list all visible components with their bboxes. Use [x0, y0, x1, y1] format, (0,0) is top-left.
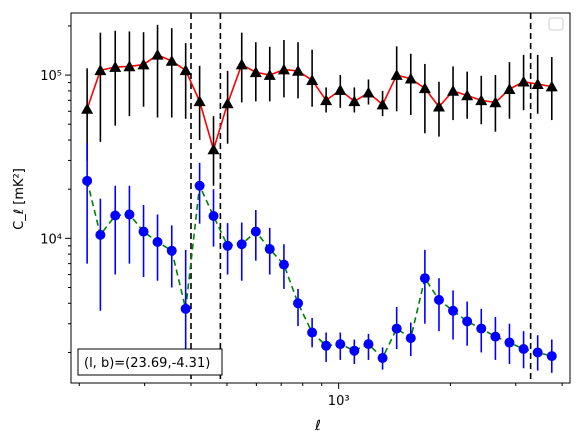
series-2-point: [138, 226, 149, 237]
series-2-point: [363, 339, 374, 350]
series-1-line: [86, 53, 552, 153]
series-1-point: [362, 86, 375, 98]
series-1-point: [320, 94, 333, 106]
series-1-point: [432, 100, 445, 112]
series-1-point: [165, 54, 178, 66]
series-2-point: [110, 210, 121, 221]
y-tick-label: 10⁵: [40, 69, 62, 84]
axes-frame: [70, 12, 571, 384]
series-1-point: [545, 80, 558, 92]
series-2-point: [208, 211, 219, 222]
series-2-point: [321, 340, 332, 351]
series-2-point: [124, 209, 135, 220]
series-2-point: [278, 259, 289, 270]
x-tick-label: 10³: [328, 394, 350, 409]
series-2-point: [264, 244, 275, 255]
series-1-point: [503, 83, 516, 94]
annotation-box: (l, b)=(23.69,-4.31): [77, 348, 223, 376]
x-axis-label: ℓ: [314, 418, 321, 434]
annotation-frame: [77, 348, 223, 376]
series-2-point: [462, 316, 473, 327]
series-1-point: [109, 61, 122, 72]
y-tick-label: 10⁴: [40, 232, 62, 247]
series-1-point: [376, 98, 389, 110]
series-2-point: [518, 343, 529, 354]
series-1-point: [306, 74, 319, 86]
series-2-point: [490, 331, 501, 342]
series-1-point: [390, 69, 403, 80]
series-2-point: [180, 303, 191, 314]
series-2-point: [349, 345, 360, 356]
series-1-point: [292, 64, 305, 76]
y-axis-label: C_ℓ [mK²]: [12, 168, 27, 230]
series-1-point: [517, 75, 530, 87]
series-2-point: [307, 327, 318, 338]
series-1-point: [123, 60, 136, 72]
series-2-point: [405, 333, 416, 344]
series-2-point: [335, 339, 346, 350]
series-1-point: [348, 95, 361, 107]
series-2-line: [86, 180, 552, 360]
series-1-point: [137, 58, 150, 70]
series-2-point: [532, 347, 543, 358]
series-1-point: [461, 89, 474, 101]
series-2-point: [250, 226, 261, 237]
series-2-point: [377, 352, 388, 363]
series-1-point: [447, 84, 460, 96]
series-1-point: [334, 84, 347, 95]
series-2-point: [236, 239, 247, 250]
series-2-point: [293, 298, 304, 309]
annotation-text: (l, b)=(23.69,-4.31): [84, 356, 210, 371]
series-1-point: [94, 64, 107, 76]
series-1-point: [207, 143, 220, 155]
series-1-point: [235, 58, 248, 70]
series-2-point: [433, 294, 444, 305]
series-2-point: [166, 245, 177, 256]
series-1-point: [475, 94, 488, 106]
series-2-point: [391, 323, 402, 334]
series-1-point: [418, 82, 431, 94]
series-2-point: [476, 323, 487, 334]
series-1-point: [404, 72, 417, 84]
series-1-point: [531, 78, 544, 89]
series-1-point: [221, 97, 234, 109]
series-1-point: [489, 96, 502, 108]
series-1-point: [179, 64, 192, 76]
series-2-point: [152, 236, 163, 247]
legend: [548, 17, 564, 31]
series-2-point: [194, 180, 205, 191]
series-1-point: [249, 66, 262, 78]
axes: 10³ 10⁴ 10⁵: [40, 25, 563, 409]
series-2-point: [448, 305, 459, 316]
series-2-point: [82, 175, 93, 186]
series-1-point: [263, 69, 276, 80]
series-1-point: [277, 63, 290, 75]
series-1-point: [193, 95, 206, 107]
series-2-point: [95, 229, 106, 240]
series-2-point: [222, 240, 233, 251]
series-2-point: [504, 337, 515, 348]
legend-box: [548, 17, 564, 31]
series-2-point: [419, 273, 430, 284]
series-1-point: [81, 102, 94, 114]
series-2-point: [546, 351, 557, 362]
series-1-point: [151, 48, 164, 60]
plot-area: [81, 13, 558, 383]
